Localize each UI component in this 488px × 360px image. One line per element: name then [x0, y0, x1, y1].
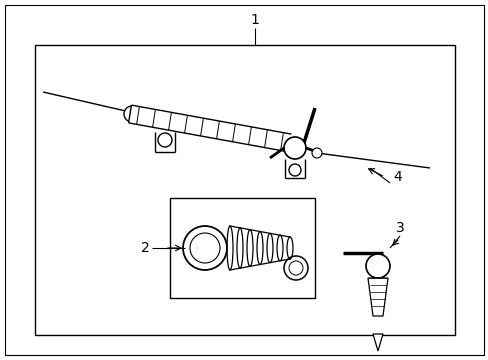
Text: 3: 3 [395, 221, 404, 235]
Polygon shape [367, 278, 387, 316]
Polygon shape [372, 334, 382, 351]
Circle shape [311, 148, 321, 158]
Bar [170, 198, 314, 298]
Circle shape [284, 137, 305, 159]
Polygon shape [128, 105, 291, 152]
Bar [35, 45, 454, 335]
Text: 4: 4 [393, 170, 402, 184]
Text: 2: 2 [141, 241, 149, 255]
Circle shape [365, 254, 389, 278]
Text: 1: 1 [250, 13, 259, 27]
Circle shape [124, 106, 140, 122]
